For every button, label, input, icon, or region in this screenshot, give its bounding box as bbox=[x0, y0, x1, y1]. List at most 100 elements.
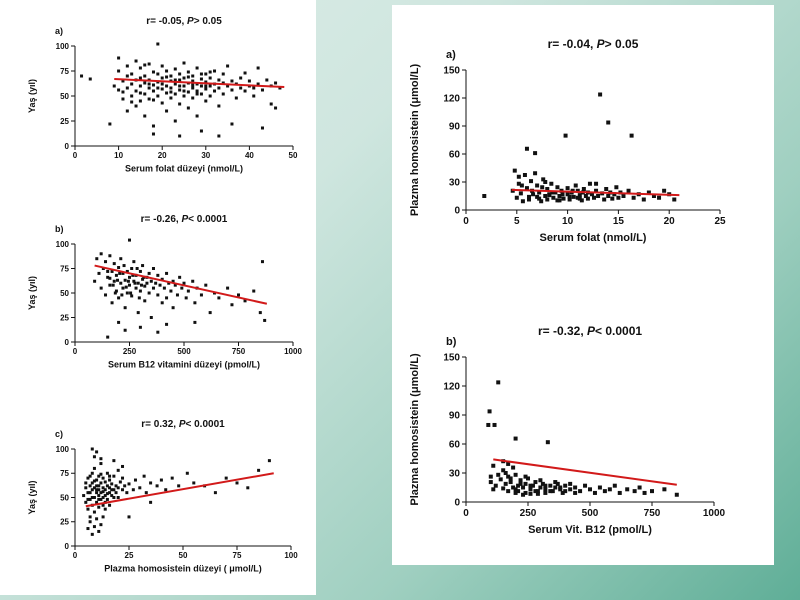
data-point bbox=[121, 464, 125, 468]
data-point bbox=[143, 299, 147, 303]
data-point bbox=[151, 132, 155, 136]
data-point bbox=[103, 507, 107, 511]
data-point bbox=[106, 275, 110, 279]
data-point bbox=[101, 476, 105, 480]
data-point bbox=[642, 490, 647, 495]
data-point bbox=[165, 75, 169, 79]
data-point bbox=[651, 194, 656, 198]
data-point bbox=[217, 78, 221, 82]
data-point bbox=[127, 515, 131, 519]
data-point bbox=[501, 468, 506, 473]
x-tick-label: 1000 bbox=[703, 508, 726, 519]
data-point bbox=[243, 299, 247, 303]
right-scatter-charts: r= -0.04, P> 0.05a)0 5 10 15 20 2503060901201… bbox=[409, 37, 726, 536]
data-point bbox=[131, 488, 135, 492]
y-tick-label: 0 bbox=[65, 542, 70, 551]
data-point bbox=[185, 471, 189, 475]
data-point bbox=[672, 197, 677, 202]
data-point bbox=[182, 76, 186, 80]
data-point bbox=[117, 88, 121, 92]
data-point bbox=[520, 199, 525, 204]
data-point bbox=[103, 480, 107, 484]
y-tick-label: 25 bbox=[60, 313, 69, 322]
data-point bbox=[108, 283, 112, 287]
data-point bbox=[97, 529, 101, 533]
data-point bbox=[99, 457, 103, 461]
data-point bbox=[160, 82, 164, 86]
data-point bbox=[573, 485, 578, 490]
data-point bbox=[130, 100, 134, 104]
chart-ra: r= -0.04, P> 0.05 a) 0 5 10 15 20 25 0 30 60 90 120 1… bbox=[409, 37, 726, 244]
data-point bbox=[88, 497, 92, 501]
data-point bbox=[621, 194, 626, 198]
data-point bbox=[217, 104, 221, 108]
data-point bbox=[243, 71, 247, 75]
data-point bbox=[128, 238, 131, 242]
data-point bbox=[208, 94, 212, 98]
y-tick-label: 120 bbox=[443, 94, 460, 105]
data-point bbox=[88, 491, 92, 495]
data-point bbox=[208, 84, 212, 88]
data-point bbox=[108, 276, 112, 280]
data-point bbox=[133, 281, 137, 285]
y-tick-label: 50 bbox=[60, 289, 69, 298]
data-point bbox=[134, 286, 138, 290]
data-point bbox=[110, 494, 114, 498]
data-point bbox=[143, 63, 147, 67]
x-tick-label: 750 bbox=[232, 347, 246, 356]
data-point bbox=[191, 74, 195, 78]
data-point bbox=[260, 88, 264, 92]
data-point bbox=[526, 194, 531, 199]
data-point bbox=[125, 86, 129, 90]
data-point bbox=[110, 488, 114, 492]
y-tick-label: 50 bbox=[60, 92, 69, 101]
data-point bbox=[151, 70, 155, 74]
data-point bbox=[116, 486, 120, 490]
data-point bbox=[585, 196, 590, 201]
data-point bbox=[511, 485, 516, 490]
data-point bbox=[159, 478, 163, 482]
x-tick-label: 50 bbox=[289, 151, 298, 160]
data-point bbox=[246, 486, 250, 490]
data-point bbox=[95, 488, 99, 492]
data-point bbox=[123, 484, 127, 488]
data-point bbox=[224, 476, 228, 480]
data-point bbox=[195, 114, 199, 118]
data-point bbox=[151, 89, 155, 93]
data-point bbox=[221, 72, 225, 76]
data-point bbox=[99, 252, 103, 256]
data-point bbox=[265, 78, 269, 82]
data-point bbox=[143, 74, 147, 78]
y-tick-label: 90 bbox=[449, 411, 461, 422]
right-figure-panel: r= -0.04, P> 0.05 a) 0 5 10 15 20 25 0 30 60 90 120 1… bbox=[392, 5, 774, 565]
data-point bbox=[650, 489, 654, 494]
data-point bbox=[165, 271, 169, 275]
data-point bbox=[147, 86, 151, 90]
data-point bbox=[524, 146, 529, 151]
y-tick-label: 30 bbox=[449, 178, 461, 189]
data-point bbox=[208, 76, 212, 80]
data-point bbox=[561, 196, 566, 201]
data-point bbox=[186, 75, 190, 79]
data-point bbox=[154, 281, 158, 285]
data-point bbox=[260, 126, 264, 130]
data-point bbox=[625, 487, 630, 492]
data-point bbox=[119, 257, 123, 261]
data-point bbox=[492, 422, 497, 427]
data-point bbox=[134, 89, 138, 93]
data-point bbox=[139, 283, 143, 287]
x-tick-label: 15 bbox=[613, 216, 625, 227]
y-tick-label: 0 bbox=[454, 498, 460, 509]
data-point bbox=[108, 474, 112, 478]
data-point bbox=[147, 97, 151, 101]
data-point bbox=[528, 491, 533, 496]
data-point bbox=[130, 72, 134, 76]
data-point bbox=[171, 306, 175, 310]
data-point bbox=[577, 196, 582, 201]
title-rest: < 0.0001 bbox=[595, 324, 642, 338]
x-tick-label: 750 bbox=[644, 508, 661, 519]
data-point bbox=[116, 468, 120, 472]
data-point bbox=[114, 289, 118, 293]
data-point bbox=[105, 471, 109, 475]
data-point bbox=[90, 488, 94, 492]
